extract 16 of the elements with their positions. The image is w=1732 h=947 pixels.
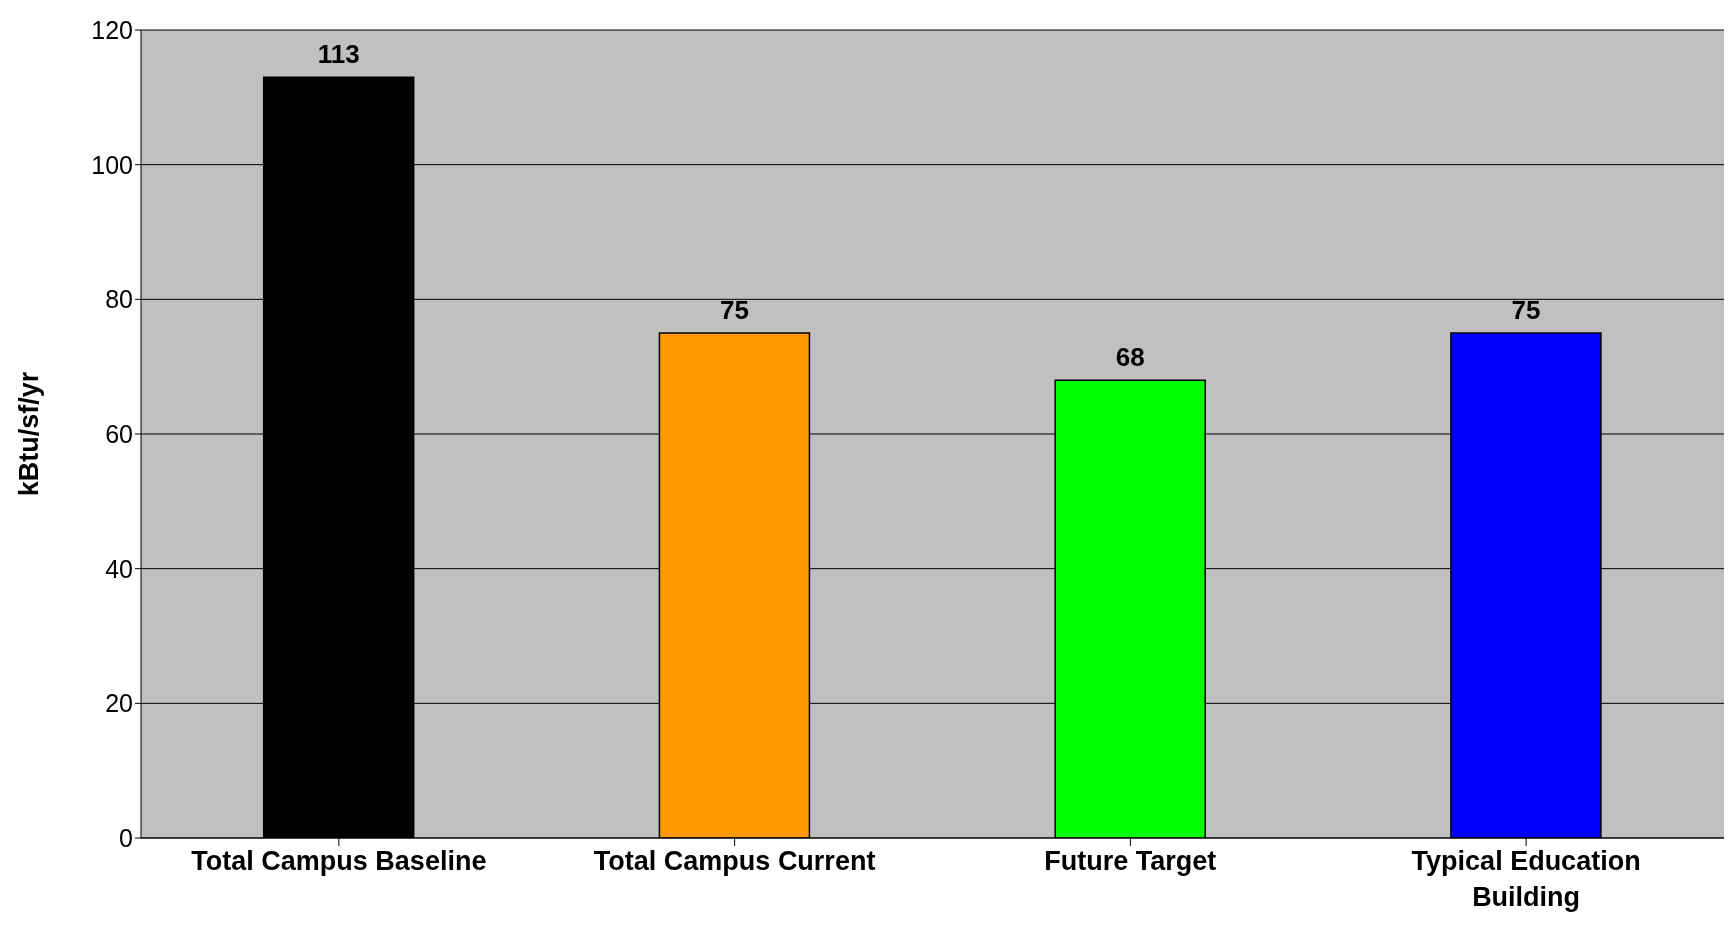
y-tick-label: 40 [105,554,133,583]
x-tick-label: Total Campus Baseline [191,846,487,876]
y-axis-title: kBtu/sf/yr [13,371,44,497]
x-tick-label: Future Target [1044,846,1217,876]
y-tick-label: 0 [119,823,133,852]
x-tick-label: Typical Education Building [1411,846,1641,912]
data-label: 113 [317,39,360,70]
data-label: 75 [1511,295,1541,325]
y-tick-label: 60 [105,419,133,448]
y-tick-label: 20 [105,689,133,718]
data-label: 75 [719,295,749,325]
y-tick-label: 100 [91,150,133,179]
y-tick-label: 80 [105,285,133,314]
y-tick-label: 120 [91,15,133,44]
x-tick-label: Total Campus Current [593,846,876,876]
data-label: 68 [1115,342,1145,373]
